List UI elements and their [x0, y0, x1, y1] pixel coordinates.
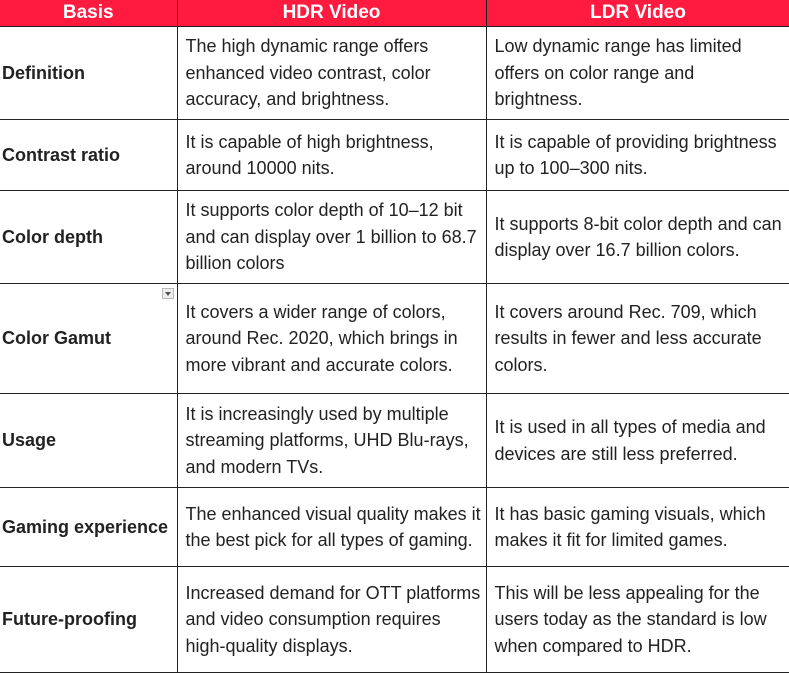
basis-cell: Gaming experience — [0, 487, 178, 567]
ldr-cell: This will be less appealing for the user… — [485, 566, 789, 673]
basis-label: Color Gamut — [2, 328, 112, 349]
basis-cell: Color depth — [0, 190, 178, 284]
hdr-cell: It is increasingly used by multiple stre… — [176, 393, 487, 488]
header-row: Basis HDR Video LDR Video — [0, 0, 789, 27]
hdr-cell: It supports color depth of 10–12 bit and… — [176, 190, 487, 284]
table-row: Definition The high dynamic range offers… — [0, 26, 789, 120]
basis-cell: Color Gamut — [0, 283, 178, 394]
basis-cell: Definition — [0, 26, 178, 120]
header-hdr: HDR Video — [176, 0, 487, 27]
hdr-cell: The enhanced visual quality makes it the… — [176, 487, 487, 567]
table-row: Usage It is increasingly used by multipl… — [0, 393, 789, 488]
hdr-cell: It is capable of high brightness, around… — [176, 119, 487, 191]
table-row: Color depth It supports color depth of 1… — [0, 190, 789, 284]
dropdown-arrow-icon[interactable] — [161, 288, 174, 299]
hdr-cell: It covers a wider range of colors, aroun… — [176, 283, 487, 394]
header-ldr: LDR Video — [485, 0, 789, 27]
table-row: Contrast ratio It is capable of high bri… — [0, 119, 789, 191]
table-row: Gaming experience The enhanced visual qu… — [0, 487, 789, 567]
header-basis: Basis — [0, 0, 178, 27]
ldr-cell: It has basic gaming visuals, which makes… — [485, 487, 789, 567]
ldr-cell: Low dynamic range has limited offers on … — [485, 26, 789, 120]
table-row: Color Gamut It covers a wider range of c… — [0, 283, 789, 394]
ldr-cell: It supports 8-bit color depth and can di… — [485, 190, 789, 284]
ldr-cell: It covers around Rec. 709, which results… — [485, 283, 789, 394]
ldr-cell: It is used in all types of media and dev… — [485, 393, 789, 488]
hdr-cell: The high dynamic range offers enhanced v… — [176, 26, 487, 120]
table-row: Future-proofing Increased demand for OTT… — [0, 566, 789, 673]
ldr-cell: It is capable of providing brightness up… — [485, 119, 789, 191]
basis-cell: Usage — [0, 393, 178, 488]
hdr-cell: Increased demand for OTT platforms and v… — [176, 566, 487, 673]
basis-cell: Contrast ratio — [0, 119, 178, 191]
basis-cell: Future-proofing — [0, 566, 178, 673]
